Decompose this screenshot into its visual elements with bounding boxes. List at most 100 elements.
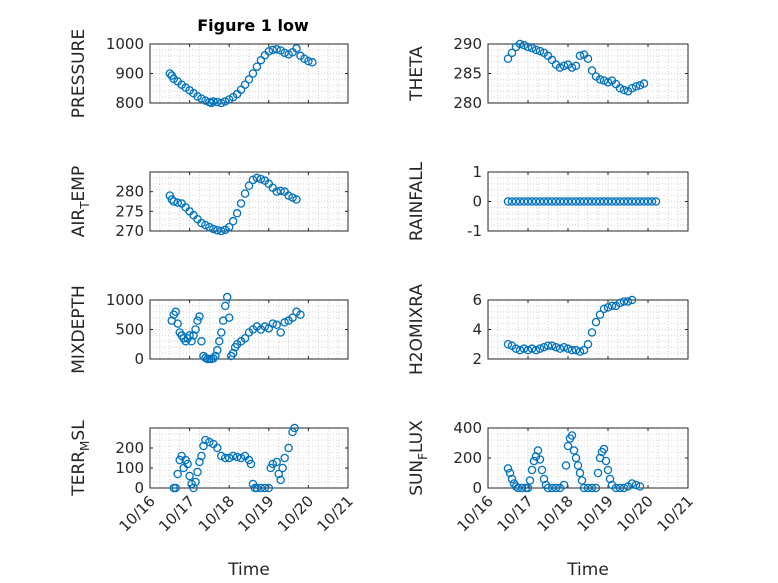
data-series bbox=[503, 295, 637, 356]
data-point bbox=[599, 444, 609, 454]
data-point bbox=[290, 423, 299, 433]
data-point bbox=[268, 319, 278, 328]
data-point bbox=[236, 199, 246, 208]
data-point bbox=[260, 322, 270, 331]
data-point bbox=[244, 455, 254, 465]
data-point bbox=[507, 474, 517, 484]
subplot-4: -1 0 1 RAINFALL bbox=[407, 161, 689, 241]
data-point bbox=[643, 197, 653, 206]
data-point bbox=[232, 209, 242, 218]
y-axis-label: TERRMSL bbox=[69, 420, 92, 497]
data-point bbox=[595, 310, 605, 319]
data-point bbox=[224, 453, 234, 463]
x-tick-label: 10/17 bbox=[155, 492, 198, 535]
data-point bbox=[577, 476, 587, 485]
data-point bbox=[268, 45, 278, 55]
data-point bbox=[288, 193, 297, 202]
data-point bbox=[561, 461, 571, 470]
data-point bbox=[213, 443, 222, 453]
data-point bbox=[583, 197, 593, 206]
data-point bbox=[252, 483, 262, 493]
x-tick-label: 10/19 bbox=[234, 492, 277, 535]
data-point bbox=[517, 483, 527, 493]
data-point bbox=[240, 334, 250, 343]
data-point bbox=[173, 319, 182, 328]
x-tick-label: 10/16 bbox=[454, 492, 497, 535]
data-point bbox=[593, 468, 603, 478]
data-point bbox=[191, 477, 200, 487]
data-series bbox=[169, 423, 299, 493]
data-point bbox=[591, 483, 601, 493]
data-point bbox=[527, 43, 537, 53]
data-point bbox=[535, 197, 545, 206]
y-axis-label-subscript: M bbox=[78, 441, 92, 451]
data-point bbox=[217, 328, 226, 337]
data-point bbox=[563, 344, 573, 353]
data-point bbox=[252, 173, 262, 183]
data-point bbox=[583, 483, 593, 493]
data-point bbox=[607, 197, 617, 206]
subplot-1: 800 900 1000 PRESSURE bbox=[69, 29, 349, 118]
data-point bbox=[535, 344, 545, 353]
data-point bbox=[587, 328, 597, 337]
data-point bbox=[276, 475, 285, 485]
data-point bbox=[278, 463, 287, 473]
y-tick-label: 270 bbox=[115, 222, 144, 240]
data-point bbox=[587, 483, 597, 493]
data-point bbox=[503, 464, 513, 473]
data-point bbox=[575, 51, 585, 61]
data-point bbox=[268, 459, 278, 469]
data-point bbox=[571, 345, 581, 355]
data-point bbox=[523, 345, 533, 355]
data-series bbox=[165, 44, 317, 108]
data-point bbox=[559, 197, 569, 206]
data-point bbox=[531, 45, 541, 55]
y-tick-label: 800 bbox=[115, 94, 144, 112]
data-point bbox=[567, 345, 577, 355]
data-point bbox=[240, 80, 250, 89]
grid-lines bbox=[149, 427, 349, 489]
data-point bbox=[511, 482, 521, 491]
data-point bbox=[627, 479, 637, 488]
data-point bbox=[193, 316, 202, 325]
data-point bbox=[199, 441, 208, 451]
data-point bbox=[571, 453, 581, 463]
y-axis-label: PRESSURE bbox=[69, 29, 89, 118]
data-point bbox=[246, 459, 256, 469]
data-point bbox=[551, 342, 561, 352]
data-point bbox=[563, 441, 573, 451]
y-tick-label: 6 bbox=[472, 291, 482, 309]
data-point bbox=[507, 197, 517, 206]
data-point bbox=[284, 443, 293, 453]
y-axis-label: THETA bbox=[407, 46, 427, 102]
data-point bbox=[551, 197, 561, 206]
y-axis-label-part: AIR bbox=[69, 209, 89, 238]
data-point bbox=[244, 181, 254, 191]
data-point bbox=[189, 331, 198, 340]
data-point bbox=[232, 452, 242, 462]
data-point bbox=[224, 313, 234, 322]
data-point bbox=[169, 197, 179, 206]
data-point bbox=[185, 471, 194, 481]
y-axis-label: AIRTEMP bbox=[69, 166, 92, 237]
axes-frame bbox=[149, 427, 349, 489]
data-point bbox=[171, 483, 180, 493]
x-tick-label: 10/20 bbox=[614, 492, 657, 535]
data-point bbox=[559, 61, 569, 71]
data-point bbox=[171, 307, 180, 317]
subplot-2: 280 285 290 THETA bbox=[407, 35, 689, 112]
data-point bbox=[165, 191, 175, 200]
x-axis-label: Time bbox=[566, 560, 609, 580]
data-point bbox=[284, 191, 293, 200]
data-point bbox=[217, 226, 226, 236]
data-point bbox=[555, 197, 565, 206]
data-point bbox=[527, 465, 537, 475]
data-point bbox=[201, 435, 210, 445]
subplot-5: 0 500 1000 MIXDEPTH bbox=[69, 285, 349, 374]
data-point bbox=[571, 61, 581, 71]
data-point bbox=[563, 197, 573, 206]
data-point bbox=[515, 39, 525, 49]
